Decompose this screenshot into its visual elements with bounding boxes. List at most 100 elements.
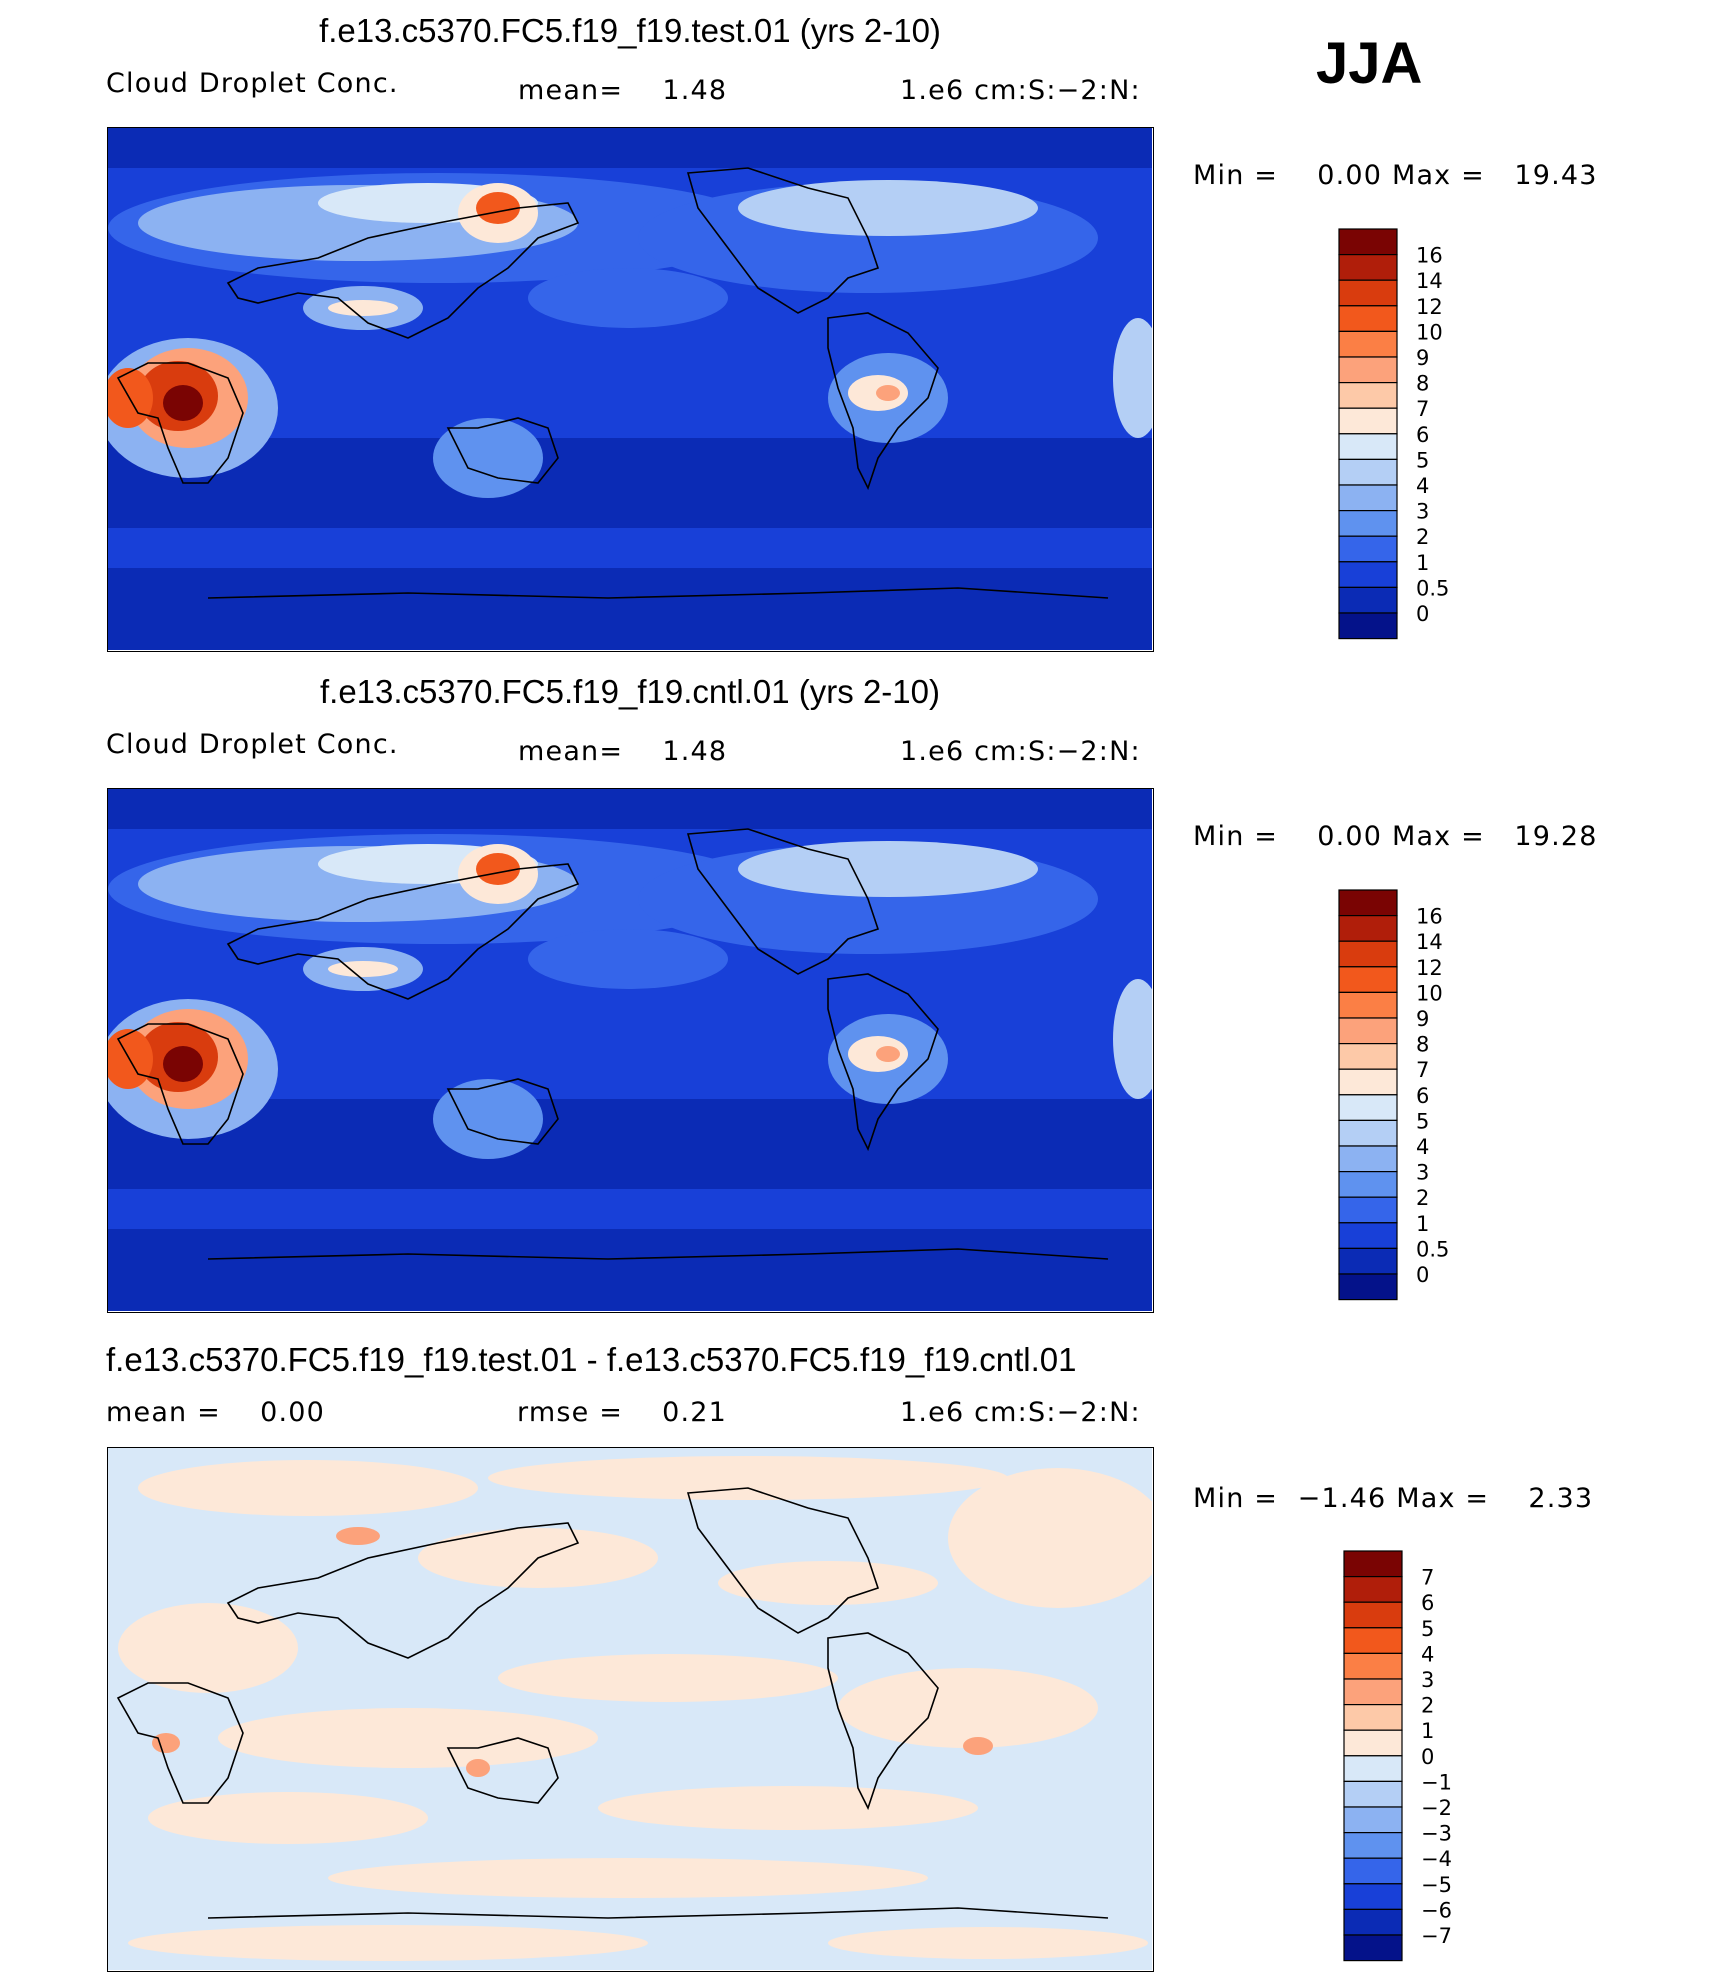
colorbar-2-swatch-0 [1338,889,1398,917]
colorbar-2-tick-label: 3 [1416,1161,1429,1185]
colorbar-2-tick-label: 8 [1416,1033,1429,1057]
panel-2-title: f.e13.c5370.FC5.f19_f19.cntl.01 (yrs 2-1… [319,673,940,710]
colorbar-1-swatch-3 [1338,305,1398,333]
colorbar-3-tick-label: −2 [1421,1796,1452,1820]
colorbar-2-swatch-3 [1338,966,1398,994]
colorbar-1-tick-label: 16 [1416,244,1443,268]
colorbar-1-tick-label: 7 [1416,397,1429,421]
colorbar-2-swatch-2 [1338,940,1398,968]
colorbar-3-tick-label: 6 [1421,1591,1434,1615]
colorbar-3-swatch-12 [1343,1857,1403,1885]
colorbar-2-swatch-10 [1338,1145,1398,1173]
colorbar-1-tick-label: 2 [1416,525,1429,549]
colorbar-3-swatch-10 [1343,1806,1403,1834]
colorbar-3-swatch-11 [1343,1832,1403,1859]
panel-1-colorbar: 16 14 12 10 9 8 7 6 5 4 3 2 1 0.5 0 [1338,228,1458,651]
colorbar-3-tick-label: 0 [1421,1745,1434,1769]
colorbar-2-swatch-15 [1338,1273,1398,1301]
colorbar-3-tick-label: −3 [1421,1822,1452,1846]
season-label: JJA [1316,31,1423,96]
colorbar-3-swatch-3 [1343,1627,1403,1655]
panel-3-title: f.e13.c5370.FC5.f19_f19.test.01 - f.e13.… [106,1341,1077,1378]
colorbar-2-swatch-7 [1338,1068,1398,1096]
colorbar-1-tick-label: 9 [1416,346,1429,370]
panel-2-map-svg [108,789,1152,1311]
colorbar-1-tick-label: 0.5 [1416,576,1449,600]
colorbar-3-swatch-1 [1343,1576,1403,1603]
colorbar-1-swatch-12 [1338,535,1398,563]
colorbar-2-tick-label: 2 [1416,1186,1429,1210]
colorbar-3-tick-label: 5 [1421,1617,1434,1641]
colorbar-1-tick-label: 5 [1416,448,1429,472]
colorbar-2-swatch-11 [1338,1171,1398,1198]
colorbar-3-tick-label: 2 [1421,1694,1434,1718]
colorbar-2-swatch-8 [1338,1094,1398,1122]
colorbar-1-swatch-0 [1338,228,1398,256]
colorbar-1-swatch-14 [1338,586,1398,614]
colorbar-2-tick-label: 1 [1416,1212,1429,1236]
colorbar-1-tick-label: 12 [1416,295,1443,319]
colorbar-2-swatch-6 [1338,1043,1398,1070]
panel-3-colorbar: 7 6 5 4 3 2 1 0 −1 −2 −3 −4 −5 −6 −7 [1343,1550,1463,1973]
panel-3-map [107,1447,1154,1972]
panel-2-units-label: 1.e6 cm:S:−2:N: [900,736,1141,767]
colorbar-1-tick-label: 6 [1416,423,1429,447]
colorbar-1-swatch-8 [1338,433,1398,461]
colorbar-3-swatch-13 [1343,1883,1403,1910]
colorbar-3-swatch-15 [1343,1934,1403,1962]
colorbar-3-tick-label: 1 [1421,1719,1434,1743]
colorbar-1-swatch-10 [1338,484,1398,512]
colorbar-2-swatch-9 [1338,1119,1398,1147]
colorbar-1-swatch-13 [1338,561,1398,588]
colorbar-1-tick-label: 14 [1416,269,1443,293]
colorbar-2-tick-label: 6 [1416,1084,1429,1108]
panel-1-units-label: 1.e6 cm:S:−2:N: [900,75,1141,106]
colorbar-3-swatch-7 [1343,1729,1403,1757]
colorbar-3-tick-label: −5 [1421,1873,1452,1897]
colorbar-1-tick-label: 3 [1416,500,1429,524]
colorbar-2-swatch-1 [1338,915,1398,942]
panel-3-minmax: Min = −1.46 Max = 2.33 [1193,1483,1594,1514]
panel-1-variable-label: Cloud Droplet Conc. [106,68,399,99]
colorbar-1-swatch-9 [1338,458,1398,486]
panel-2-mean-label: mean= 1.48 [518,736,728,767]
panel-3-rmse-label: rmse = 0.21 [517,1397,728,1428]
colorbar-1-tick-label: 4 [1416,474,1429,498]
colorbar-2-swatch-4 [1338,991,1398,1019]
panel-3-mean-label: mean = 0.00 [106,1397,326,1428]
colorbar-1-swatch-4 [1338,330,1398,358]
colorbar-1-tick-label: 1 [1416,551,1429,575]
colorbar-1-swatch-5 [1338,356,1398,384]
colorbar-3-tick-label: 3 [1421,1668,1434,1692]
colorbar-2-tick-label: 0 [1416,1263,1429,1287]
colorbar-3-swatch-0 [1343,1550,1403,1578]
panel-1-minmax: Min = 0.00 Max = 19.43 [1193,160,1598,191]
colorbar-2-tick-label: 4 [1416,1135,1429,1159]
colorbar-3-tick-label: −1 [1421,1770,1452,1794]
colorbar-2-tick-label: 14 [1416,930,1443,954]
colorbar-2-swatch-13 [1338,1222,1398,1249]
colorbar-3-swatch-2 [1343,1601,1403,1629]
colorbar-2-tick-label: 0.5 [1416,1237,1449,1261]
panel-3-units-label: 1.e6 cm:S:−2:N: [900,1397,1141,1428]
colorbar-2-tick-label: 5 [1416,1109,1429,1133]
colorbar-3-tick-label: −7 [1421,1924,1452,1948]
panel-3-map-svg [108,1448,1152,1970]
colorbar-2-tick-label: 12 [1416,956,1443,980]
colorbar-3-tick-label: 4 [1421,1642,1434,1666]
colorbar-2-tick-label: 9 [1416,1007,1429,1031]
colorbar-1-tick-label: 8 [1416,372,1429,396]
colorbar-3-swatch-6 [1343,1704,1403,1731]
colorbar-2-swatch-14 [1338,1247,1398,1275]
colorbar-1-swatch-15 [1338,612,1398,640]
colorbar-2-tick-label: 7 [1416,1058,1429,1082]
colorbar-1-swatch-2 [1338,279,1398,307]
panel-1-title: f.e13.c5370.FC5.f19_f19.test.01 (yrs 2-1… [319,12,941,49]
colorbar-3-tick-label: −6 [1421,1898,1452,1922]
panel-1-map-svg [108,128,1152,650]
colorbar-1-tick-label: 0 [1416,602,1429,626]
colorbar-3-tick-label: 7 [1421,1566,1434,1590]
